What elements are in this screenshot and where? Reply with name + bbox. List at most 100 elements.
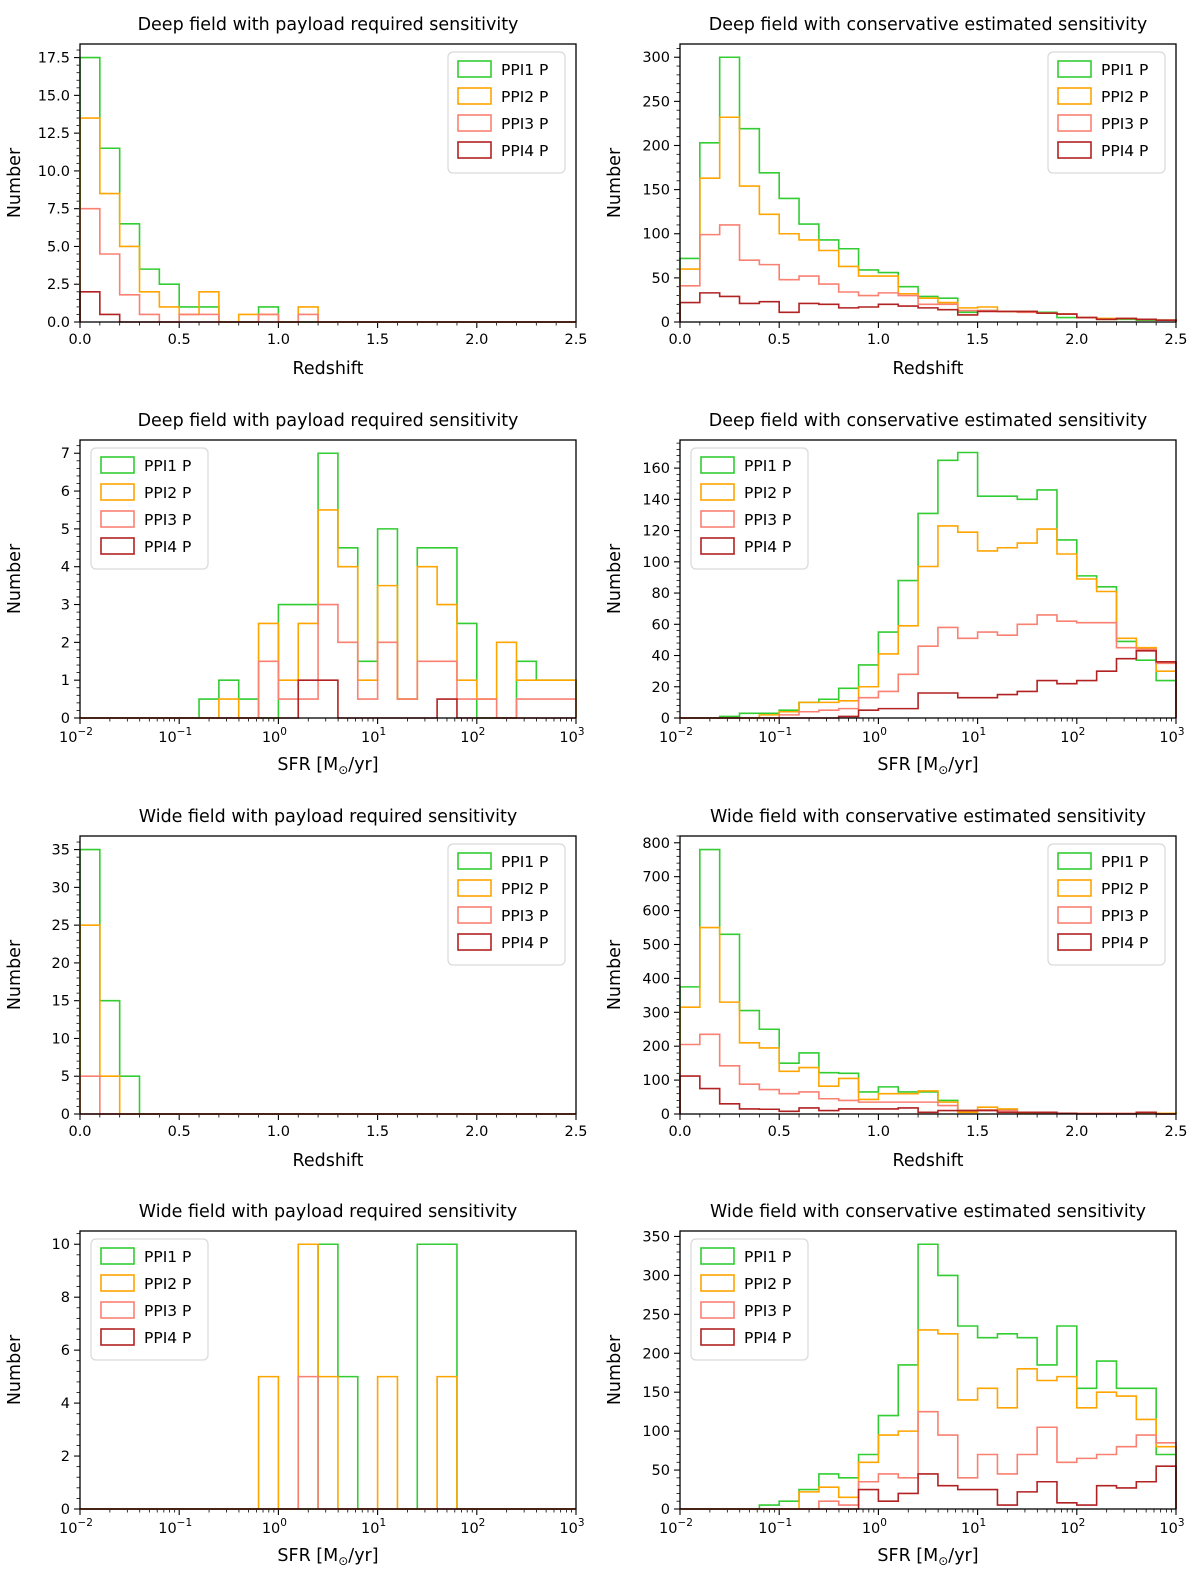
legend-label: PPI1 P <box>501 853 548 871</box>
legend-swatch <box>457 114 492 132</box>
x-tick-label: 2.5 <box>564 332 587 348</box>
series-ppi1-p <box>680 1243 1177 1511</box>
y-tick-label: 0.0 <box>47 315 70 331</box>
legend-label: PPI1 P <box>1101 61 1148 79</box>
legend: PPI1 P PPI2 P PPI3 P PPI4 P <box>447 842 566 966</box>
legend-label: PPI2 P <box>144 484 191 502</box>
legend-swatch <box>1057 932 1092 951</box>
y-tick-label: 25 <box>52 918 70 934</box>
series-ppi4-p <box>679 292 1177 322</box>
x-tick-label: 1.0 <box>867 332 890 348</box>
y-tick-label: 8 <box>61 1290 70 1306</box>
series-ppi2-p <box>680 1329 1177 1511</box>
x-tick-label: 103 <box>1159 726 1184 746</box>
legend-label: PPI1 P <box>144 1248 191 1266</box>
tick-labels: 0.0 0.5 1.0 1.5 2.0 2.5 0 50 100 150 200 250 300 <box>642 50 1187 348</box>
y-tick-label: 300 <box>642 1005 670 1021</box>
y-tick-label: 12.5 <box>38 126 70 142</box>
y-tick-label: 300 <box>642 1269 670 1285</box>
legend-swatch <box>700 1274 735 1293</box>
legend-label: PPI2 P <box>1101 880 1148 898</box>
series-ppi4-p <box>79 290 576 323</box>
legend-swatch <box>100 536 135 555</box>
legend-label: PPI4 P <box>501 934 548 952</box>
legend-swatch <box>100 482 135 501</box>
subplot-deep-redshift-conservative: 0.0 0.5 1.0 1.5 2.0 2.5 0 50 100 150 200 250 300 PPI1… <box>600 0 1200 396</box>
y-tick-label: 50 <box>652 271 670 287</box>
plot-title: Wide field with payload required sensiti… <box>139 807 517 827</box>
y-tick-label: 20 <box>52 955 70 971</box>
legend: PPI1 P PPI2 P PPI3 P PPI4 P <box>690 1238 809 1361</box>
plot-frame <box>79 439 577 719</box>
plot-title: Deep field with conservative estimated s… <box>709 15 1147 35</box>
legend-label: PPI1 P <box>744 1248 791 1266</box>
x-tick-label: 0.0 <box>668 332 691 348</box>
y-tick-label: 4 <box>61 1396 70 1412</box>
legend-label: PPI4 P <box>501 142 548 160</box>
plot-frame <box>679 43 1177 323</box>
legend-label: PPI1 P <box>1101 853 1148 871</box>
y-tick-label: 0 <box>61 711 70 727</box>
legend-label: PPI1 P <box>144 457 191 475</box>
x-axis-label: Redshift <box>892 1151 963 1171</box>
x-tick-label: 1.5 <box>966 1124 989 1140</box>
legend-label: PPI1 P <box>501 61 548 79</box>
y-tick-label: 2 <box>61 1449 70 1465</box>
y-tick-label: 120 <box>642 523 670 539</box>
x-axis-label: SFR [M⊙/yr] <box>877 1546 978 1568</box>
subplot-deep-sfr-conservative: 10−2 10−1 100 101 102 103 0 20 40 60 80 100 120 140 16… <box>600 396 1200 792</box>
legend-label: PPI2 P <box>501 880 548 898</box>
y-tick-label: 80 <box>652 586 670 602</box>
plot-frame <box>679 834 1177 1115</box>
legend-swatch <box>457 878 492 897</box>
legend-label: PPI3 P <box>1101 115 1148 133</box>
legend-label: PPI4 P <box>744 1329 791 1347</box>
y-tick-label: 150 <box>642 183 670 199</box>
x-axis-label: SFR [M⊙/yr] <box>877 755 978 777</box>
legend-swatch <box>1057 87 1092 105</box>
y-tick-label: 60 <box>652 617 670 633</box>
chart-svg: 10−2 10−1 100 101 102 103 0 50 100 150 200 250 300 35… <box>605 1202 1185 1568</box>
tick-labels: 10−2 10−1 100 101 102 103 0 20 40 60 80 100 120 140 16… <box>642 461 1184 746</box>
legend-label: PPI2 P <box>744 484 791 502</box>
x-tick-label: 101 <box>361 1517 386 1537</box>
plot-title: Deep field with conservative estimated s… <box>709 411 1147 431</box>
series-ppi1-p <box>680 451 1177 719</box>
plot-frame <box>79 1230 577 1510</box>
x-tick-label: 102 <box>460 1517 485 1537</box>
x-tick-label: 1.0 <box>867 1124 890 1140</box>
y-tick-label: 7 <box>61 446 70 462</box>
y-axis-label: Number <box>5 147 25 218</box>
legend-label: PPI3 P <box>744 1302 791 1320</box>
legend-swatch <box>700 509 735 528</box>
y-tick-label: 200 <box>642 1039 670 1055</box>
x-tick-label: 10−2 <box>59 1517 93 1537</box>
y-tick-label: 15.0 <box>38 88 70 104</box>
y-axis-label: Number <box>605 1334 625 1405</box>
y-tick-label: 700 <box>642 869 670 885</box>
x-tick-label: 10−1 <box>758 726 792 746</box>
legend-swatch <box>100 1301 135 1320</box>
series-ppi4-p <box>679 1074 1176 1115</box>
legend-swatch <box>100 1274 135 1293</box>
x-tick-label: 1.5 <box>366 332 389 348</box>
x-tick-label: 1.0 <box>267 1124 290 1140</box>
y-axis-label: Number <box>605 147 625 218</box>
y-tick-label: 350 <box>642 1230 670 1246</box>
y-tick-label: 200 <box>642 138 670 154</box>
y-tick-label: 2 <box>61 635 70 651</box>
series-ppi4-p <box>80 679 576 719</box>
legend-label: PPI4 P <box>144 1329 191 1347</box>
y-tick-label: 250 <box>642 1308 670 1324</box>
plot-title: Wide field with payload required sensiti… <box>139 1202 517 1222</box>
legend-swatch <box>700 1328 735 1347</box>
x-axis-label: SFR [M⊙/yr] <box>277 1546 378 1568</box>
y-axis-label: Number <box>5 1334 25 1405</box>
x-tick-label: 10−2 <box>659 1517 693 1537</box>
y-tick-label: 2.5 <box>47 277 70 293</box>
y-tick-label: 5 <box>61 522 70 538</box>
x-tick-label: 2.5 <box>564 1124 587 1140</box>
legend: PPI1 P PPI2 P PPI3 P PPI4 P <box>90 1238 209 1361</box>
x-tick-label: 102 <box>1060 1517 1085 1537</box>
